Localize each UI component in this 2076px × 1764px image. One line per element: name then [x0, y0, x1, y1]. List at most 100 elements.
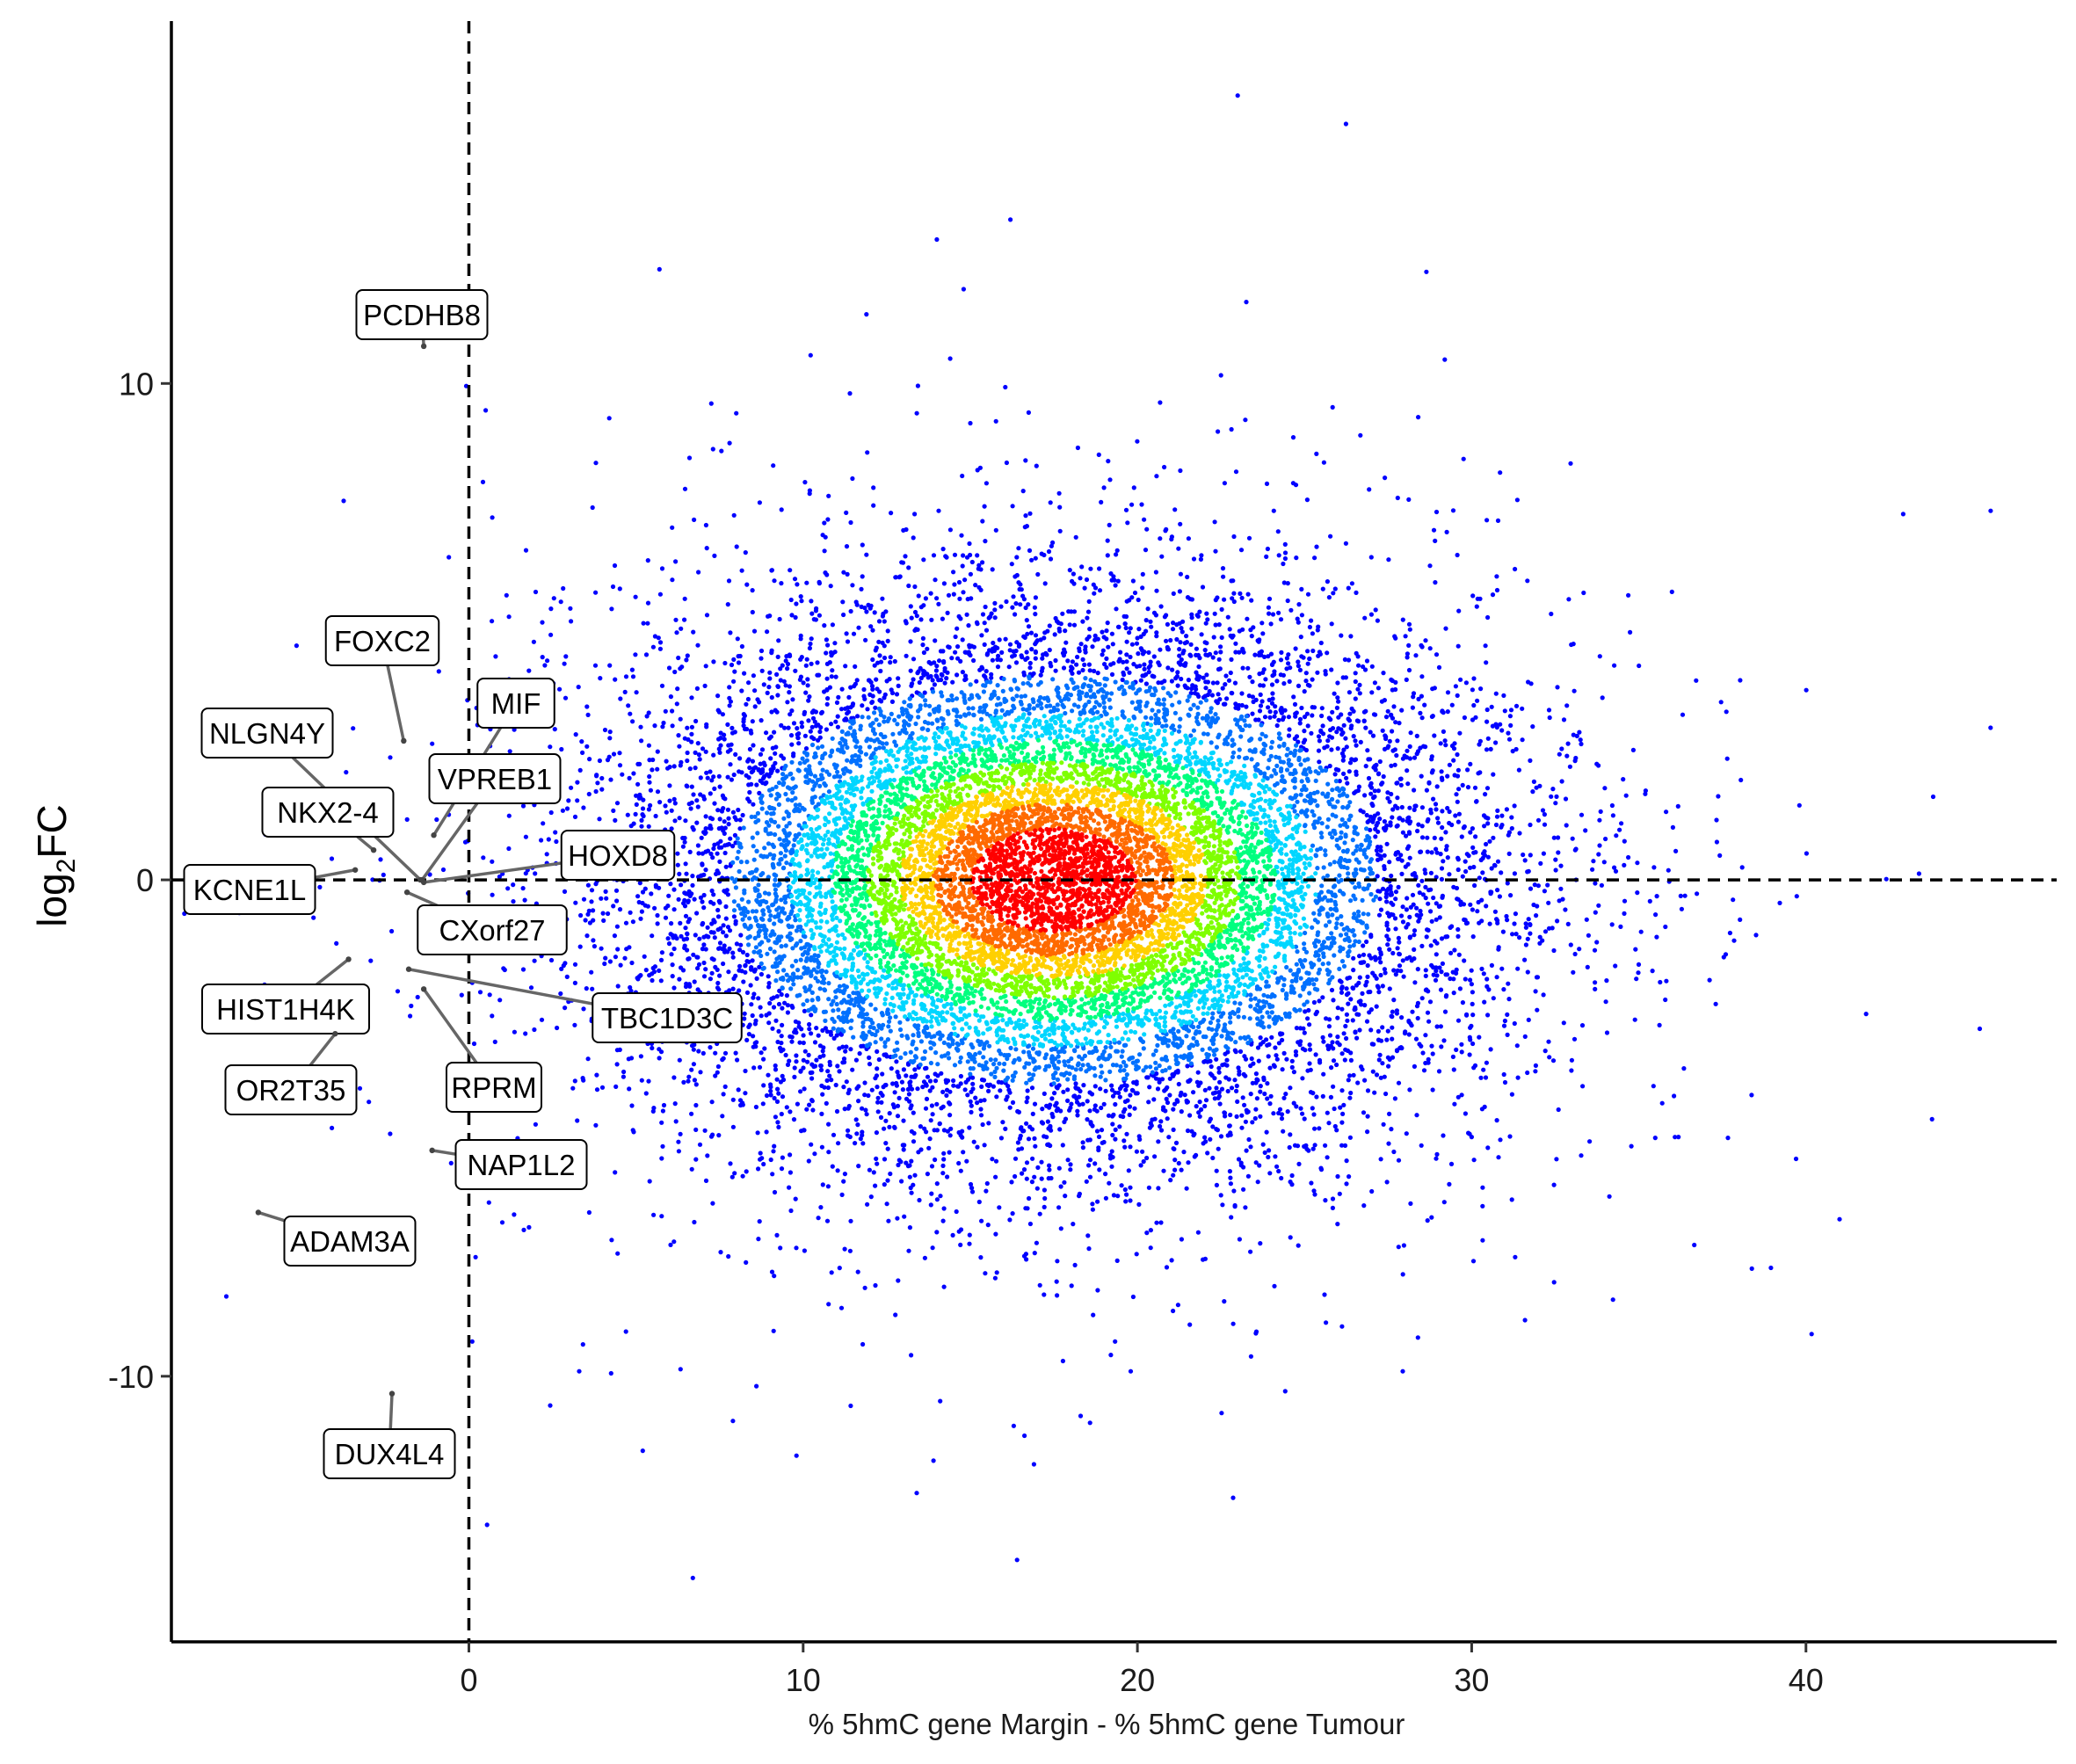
data-point: [809, 636, 814, 642]
data-point: [1415, 1335, 1420, 1340]
data-point: [490, 1013, 495, 1019]
data-point: [1508, 893, 1513, 898]
data-point: [1271, 508, 1276, 513]
data-point: [1138, 678, 1143, 683]
data-point: [1550, 1058, 1557, 1063]
data-point: [1023, 657, 1028, 663]
data-point: [676, 1149, 682, 1154]
data-point: [1581, 590, 1586, 596]
data-point: [634, 802, 639, 808]
data-point: [1451, 758, 1456, 763]
data-point: [1317, 759, 1322, 765]
data-point: [1382, 864, 1387, 869]
data-point: [772, 1095, 777, 1101]
data-point: [643, 1091, 649, 1096]
data-point: [1482, 1104, 1487, 1109]
data-point: [1244, 300, 1249, 305]
data-point: [906, 1092, 911, 1097]
data-point: [743, 969, 748, 975]
data-point: [708, 769, 713, 774]
data-point: [1189, 686, 1194, 692]
data-point: [1085, 615, 1090, 621]
data-point: [1405, 818, 1410, 824]
data-point: [1837, 1216, 1842, 1222]
data-point: [601, 918, 606, 923]
data-point: [1664, 978, 1669, 984]
data-point: [1453, 684, 1458, 689]
data-point: [1123, 679, 1129, 686]
data-point: [831, 1026, 836, 1031]
data-point: [1146, 1185, 1151, 1190]
data-point: [591, 918, 596, 923]
data-point: [1324, 1320, 1329, 1325]
data-point: [725, 602, 730, 607]
data-point: [1804, 851, 1809, 856]
data-point: [1368, 785, 1375, 790]
data-point: [637, 881, 642, 886]
data-point: [1416, 822, 1421, 827]
data-point: [1510, 749, 1515, 754]
data-point: [1339, 1006, 1345, 1012]
data-point: [696, 752, 702, 758]
data-point: [894, 1059, 899, 1064]
data-point: [686, 917, 693, 922]
data-point: [690, 1575, 695, 1580]
data-point: [1022, 525, 1027, 530]
data-point: [1557, 898, 1562, 904]
data-point: [682, 486, 688, 491]
data-point: [1222, 481, 1227, 486]
data-point: [1434, 509, 1440, 515]
data-point: [1666, 867, 1671, 873]
data-point: [717, 973, 722, 978]
data-point: [827, 1073, 832, 1078]
data-point: [1395, 738, 1400, 744]
data-point: [953, 634, 958, 640]
data-point: [1419, 644, 1425, 650]
data-point: [1019, 1125, 1024, 1130]
data-point: [911, 1139, 917, 1144]
data-point: [1257, 671, 1262, 677]
data-point: [1221, 574, 1226, 579]
data-point: [1475, 596, 1480, 601]
data-point: [1080, 1145, 1085, 1151]
data-point: [1507, 1134, 1513, 1139]
data-point: [651, 1106, 657, 1111]
data-point: [1407, 627, 1412, 632]
data-point: [1419, 1143, 1424, 1148]
data-point: [896, 1095, 902, 1100]
data-point: [1354, 1012, 1360, 1017]
data-point: [1296, 602, 1302, 607]
data-point: [1359, 1064, 1364, 1070]
data-point: [764, 1129, 769, 1135]
data-point: [645, 600, 651, 606]
data-point: [1130, 1294, 1136, 1300]
data-point: [831, 1132, 837, 1137]
data-point: [593, 1122, 599, 1128]
data-point: [674, 701, 679, 707]
data-point: [1326, 1121, 1332, 1126]
data-point: [622, 955, 628, 961]
data-point: [925, 646, 930, 651]
data-point: [1048, 500, 1053, 505]
data-point: [1042, 1187, 1047, 1193]
data-point: [1069, 1101, 1074, 1107]
data-point: [1579, 1153, 1584, 1158]
data-point: [533, 871, 538, 876]
data-point: [1492, 909, 1498, 914]
data-point: [580, 1076, 585, 1081]
data-point: [607, 736, 613, 741]
data-point: [1217, 1101, 1223, 1107]
data-point: [585, 712, 591, 718]
data-point: [625, 812, 630, 817]
data-point: [1063, 628, 1068, 634]
data-point: [1302, 1030, 1307, 1035]
data-point: [720, 712, 726, 717]
data-point: [744, 952, 750, 958]
data-point: [573, 732, 578, 737]
data-point: [1322, 1292, 1327, 1297]
data-point: [1460, 1000, 1465, 1005]
data-point: [914, 410, 919, 416]
data-point: [1344, 775, 1349, 780]
data-point: [1455, 552, 1460, 558]
data-point: [677, 871, 682, 877]
